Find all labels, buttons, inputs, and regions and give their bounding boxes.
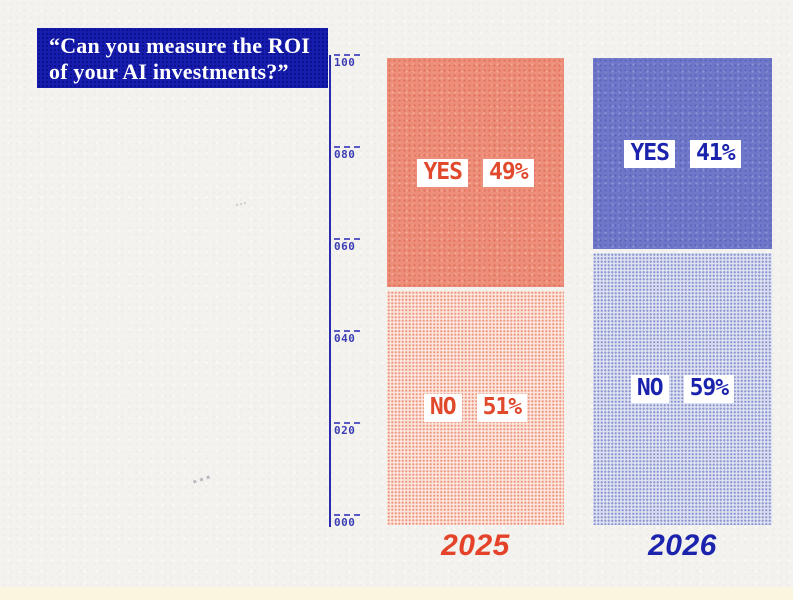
yes-value-chip: 41% (690, 139, 741, 168)
bar-2026: YES 41% NO 59% (593, 58, 772, 525)
tick-label: 100 (334, 56, 356, 69)
tick-dash-icon (334, 238, 360, 240)
tick-label: 080 (334, 148, 356, 161)
tick-dash-icon (334, 422, 360, 424)
tick-dash-icon (334, 514, 360, 516)
paper-smudge-mark (192, 475, 211, 484)
y-axis-tick-100: 100 (334, 54, 361, 69)
bar-2025-yes-label-group: YES 49% (417, 158, 534, 187)
y-axis-tick-060: 060 (334, 238, 361, 253)
tick-label: 020 (334, 424, 356, 437)
tick-dash-icon (334, 330, 360, 332)
category-label-2025: 2025 (441, 529, 510, 562)
bar-2026-yes-segment: YES 41% (593, 58, 772, 249)
paper-edge-strip (0, 587, 793, 600)
yes-label-chip: YES (417, 158, 468, 187)
paper-smudge-mark (235, 201, 247, 207)
question-line-1: “Can you measure the ROI (49, 33, 311, 58)
yes-label-chip: YES (624, 139, 675, 168)
no-value-chip: 59% (683, 375, 735, 403)
no-value-chip: 51% (476, 394, 528, 422)
no-label-chip: NO (423, 394, 462, 422)
tick-dash-icon (334, 54, 360, 56)
bar-2025: YES 49% NO 51% (387, 58, 564, 525)
bar-2025-no-segment: NO 51% (387, 291, 564, 525)
question-line-2: of your AI investments?” (49, 59, 289, 84)
y-axis-tick-020: 020 (334, 422, 361, 437)
bar-2026-no-label-group: NO 59% (630, 375, 735, 403)
tick-label: 000 (334, 516, 356, 529)
bar-2026-no-segment: NO 59% (593, 253, 772, 525)
y-axis-tick-080: 080 (334, 146, 361, 161)
bar-2025-yes-segment: YES 49% (387, 58, 564, 287)
bar-2026-yes-label-group: YES 41% (624, 139, 741, 168)
bar-2025-no-label-group: NO 51% (423, 394, 528, 422)
tick-label: 040 (334, 332, 356, 345)
yes-value-chip: 49% (483, 158, 534, 187)
category-label-2026: 2026 (648, 529, 717, 562)
y-axis-tick-000: 000 (334, 514, 361, 529)
y-axis-tick-040: 040 (334, 330, 361, 345)
tick-dash-icon (334, 146, 360, 148)
no-label-chip: NO (630, 375, 669, 403)
question-title-box: “Can you measure the ROI of your AI inve… (37, 28, 328, 88)
tick-label: 060 (334, 240, 356, 253)
y-axis-line (329, 55, 331, 527)
